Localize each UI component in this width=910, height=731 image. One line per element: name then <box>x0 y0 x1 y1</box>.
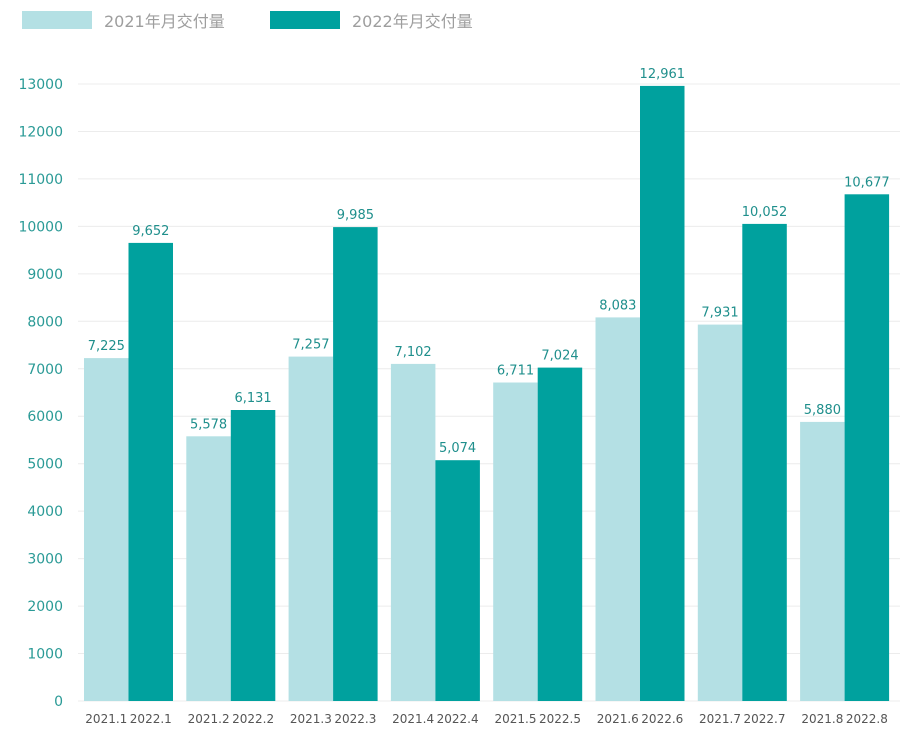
bar-2022.8 <box>844 194 890 702</box>
x-tick-label-2021.6: 2021.6 <box>597 712 639 726</box>
bar-2021.2 <box>186 436 231 701</box>
x-tick-label-2022.5: 2022.5 <box>539 712 581 726</box>
data-label-2022.7: 10,052 <box>742 205 788 220</box>
legend-label-2021: 2021年月交付量 <box>104 12 225 31</box>
bar-2022.5 <box>537 367 583 701</box>
data-label-2022.2: 6,131 <box>234 391 271 406</box>
x-tick-label-2021.2: 2021.2 <box>188 712 230 726</box>
x-tick-label-2021.5: 2021.5 <box>495 712 537 726</box>
y-tick-label: 3000 <box>27 552 63 568</box>
legend-label-2022: 2022年月交付量 <box>352 12 473 31</box>
y-tick-label: 10000 <box>18 219 63 235</box>
data-label-2022.6: 12,961 <box>640 67 686 82</box>
bar-2022.2 <box>230 410 276 701</box>
x-tick-label-2022.1: 2022.1 <box>130 712 172 726</box>
x-tick-label-2022.2: 2022.2 <box>232 712 274 726</box>
data-label-2021.6: 8,083 <box>599 298 636 313</box>
bar-2022.4 <box>435 460 480 701</box>
bar-2021.8 <box>800 421 845 701</box>
data-labels: 7,225 9,652 5,578 6,131 7,257 9,985 7,102 5,074… <box>88 67 890 456</box>
x-tick-label-2022.8: 2022.8 <box>846 712 888 726</box>
y-tick-label: 4000 <box>27 504 63 520</box>
x-tick-label-2021.7: 2021.7 <box>699 712 741 726</box>
y-axis: 0 1000 2000 3000 4000 5000 6000 7000 8000 9000 100… <box>18 77 63 710</box>
y-tick-label: 5000 <box>27 457 63 473</box>
data-label-2022.8: 10,677 <box>844 175 890 190</box>
x-tick-label-2022.7: 2022.7 <box>744 712 786 726</box>
data-label-2022.3: 9,985 <box>337 208 374 223</box>
y-tick-label: 0 <box>54 694 63 710</box>
bar-2021.5 <box>493 382 538 701</box>
bar-2021.3 <box>288 356 334 701</box>
y-tick-label: 1000 <box>27 647 63 663</box>
data-label-2022.5: 7,024 <box>541 349 578 364</box>
y-tick-label: 12000 <box>18 124 63 140</box>
bar-2021.1 <box>84 358 129 701</box>
data-label-2021.7: 7,931 <box>701 306 738 321</box>
bar-2022.1 <box>128 242 173 701</box>
bar-2022.7 <box>742 223 787 701</box>
y-tick-label: 8000 <box>27 314 63 330</box>
data-label-2021.3: 7,257 <box>292 338 329 353</box>
bar-2022.6 <box>640 85 685 701</box>
bars <box>84 85 890 702</box>
x-tick-label-2021.4: 2021.4 <box>392 712 434 726</box>
y-tick-label: 13000 <box>18 77 63 93</box>
legend-swatch-2021 <box>22 11 92 29</box>
x-tick-label-2022.6: 2022.6 <box>641 712 683 726</box>
y-tick-label: 2000 <box>27 599 63 615</box>
x-axis: 2021.1 2022.1 2021.2 2022.2 2021.3 2022.3 2021… <box>85 712 888 726</box>
data-label-2021.4: 7,102 <box>394 345 431 360</box>
y-tick-label: 9000 <box>27 267 63 283</box>
data-label-2022.1: 9,652 <box>132 224 169 239</box>
x-tick-label-2022.3: 2022.3 <box>334 712 376 726</box>
x-tick-label-2021.8: 2021.8 <box>801 712 843 726</box>
y-tick-label: 6000 <box>27 409 63 425</box>
legend-swatch-2022 <box>270 11 340 29</box>
legend: 2021年月交付量 2022年月交付量 <box>22 11 473 31</box>
data-label-2021.5: 6,711 <box>497 364 534 379</box>
data-label-2021.1: 7,225 <box>88 339 125 354</box>
y-tick-label: 11000 <box>18 172 63 188</box>
data-label-2021.2: 5,578 <box>190 417 227 432</box>
bar-2021.6 <box>595 317 640 701</box>
x-tick-label-2022.4: 2022.4 <box>437 712 479 726</box>
bar-2021.4 <box>390 363 436 701</box>
bar-2021.7 <box>697 324 743 701</box>
y-tick-label: 7000 <box>27 362 63 378</box>
data-label-2021.8: 5,880 <box>804 403 841 418</box>
x-tick-label-2021.3: 2021.3 <box>290 712 332 726</box>
x-tick-label-2021.1: 2021.1 <box>85 712 127 726</box>
bar-2022.3 <box>333 227 378 701</box>
data-label-2022.4: 5,074 <box>439 441 476 456</box>
